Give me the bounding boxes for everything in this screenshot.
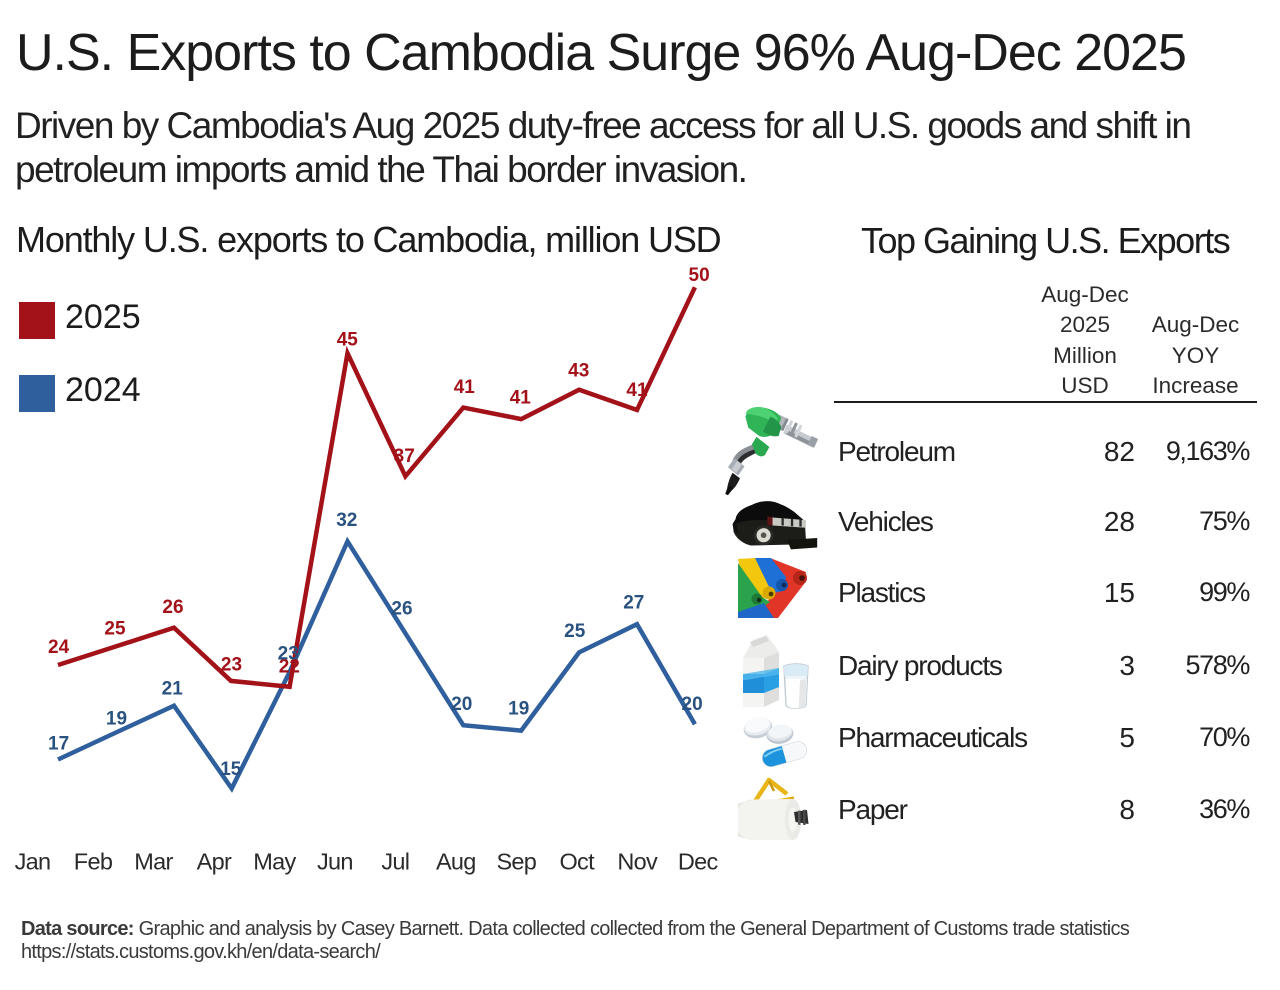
svg-text:41: 41: [626, 380, 648, 401]
svg-text:32: 32: [336, 510, 357, 531]
svg-text:41: 41: [454, 377, 476, 398]
svg-text:24: 24: [48, 637, 70, 658]
svg-text:Jun: Jun: [317, 849, 353, 875]
svg-text:19: 19: [508, 698, 529, 719]
svg-text:15: 15: [220, 759, 242, 780]
svg-text:17: 17: [48, 734, 69, 755]
svg-text:Apr: Apr: [197, 849, 232, 875]
svg-text:23: 23: [221, 655, 242, 676]
svg-text:20: 20: [682, 694, 703, 715]
svg-text:Jan: Jan: [15, 849, 51, 875]
svg-text:Jul: Jul: [381, 849, 409, 875]
svg-text:22: 22: [279, 657, 300, 678]
svg-text:23: 23: [278, 644, 299, 665]
svg-text:45: 45: [337, 330, 359, 351]
svg-text:25: 25: [104, 619, 126, 640]
svg-text:Oct: Oct: [559, 849, 595, 875]
svg-text:21: 21: [162, 679, 184, 700]
svg-text:Mar: Mar: [134, 849, 173, 875]
svg-text:26: 26: [162, 597, 183, 618]
svg-text:37: 37: [394, 446, 415, 467]
svg-text:19: 19: [106, 709, 127, 730]
svg-text:May: May: [253, 849, 296, 875]
svg-text:43: 43: [568, 361, 589, 382]
svg-text:41: 41: [510, 388, 532, 409]
svg-text:Aug: Aug: [436, 849, 476, 875]
svg-text:Nov: Nov: [617, 849, 658, 875]
svg-text:Feb: Feb: [74, 849, 113, 875]
svg-text:Sep: Sep: [496, 849, 536, 875]
svg-text:50: 50: [689, 265, 710, 286]
svg-text:25: 25: [564, 621, 586, 642]
svg-text:26: 26: [391, 598, 412, 619]
svg-text:27: 27: [623, 592, 644, 613]
svg-text:20: 20: [451, 694, 472, 715]
svg-text:Dec: Dec: [678, 849, 719, 875]
